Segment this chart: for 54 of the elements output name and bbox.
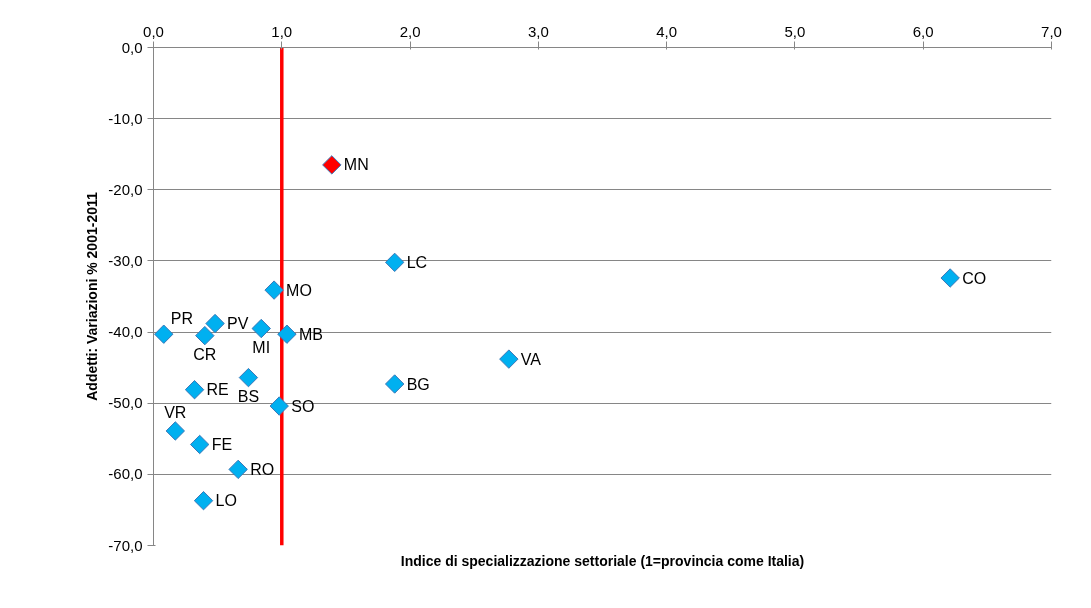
point: [499, 349, 519, 369]
annotation: LC: [406, 253, 428, 271]
annotation: VR: [164, 403, 187, 421]
annotation: BG: [406, 375, 430, 393]
point: [264, 280, 284, 300]
x-tick-label: 2,0: [399, 22, 421, 40]
point: [165, 421, 185, 441]
annotation: LO: [215, 492, 237, 510]
point: [184, 380, 205, 400]
annotation: FE: [211, 435, 233, 453]
annotation: MI: [252, 338, 271, 356]
point: [277, 324, 297, 344]
annotation: CR: [193, 345, 217, 363]
point: [195, 325, 215, 346]
annotation: SO: [291, 397, 315, 415]
annotation: VA: [520, 350, 542, 368]
x-tick-label: 5,0: [784, 22, 806, 40]
annotation: MN: [343, 156, 369, 174]
y-tick-label: -40,0: [108, 323, 143, 341]
x-tick-label: 4,0: [656, 22, 678, 40]
point: [238, 367, 259, 388]
y-tick-label: -70,0: [108, 536, 143, 554]
point: [228, 459, 248, 480]
point: [251, 318, 271, 339]
y-tick-label: -10,0: [108, 109, 143, 127]
annotation: PR: [170, 310, 193, 328]
y-axis-title: Addetti: Variazioni % 2001-2011: [84, 192, 101, 401]
point: [154, 324, 174, 344]
x-tick-label: 3,0: [527, 22, 549, 40]
annotation: RO: [250, 460, 275, 478]
point: [384, 252, 405, 273]
point: [384, 374, 405, 394]
point: [269, 396, 289, 416]
x-tick-label: 6,0: [912, 22, 934, 40]
point: [205, 313, 225, 334]
point: [322, 155, 342, 175]
annotation: BS: [237, 387, 260, 405]
y-tick-label: 0,0: [121, 38, 143, 56]
annotation: PV: [227, 315, 249, 333]
x-tick-label: 0,0: [143, 22, 164, 40]
point: [940, 268, 960, 288]
annotation: MO: [286, 281, 312, 299]
y-tick-label: -50,0: [108, 394, 143, 412]
y-tick-label: -20,0: [108, 180, 143, 198]
y-tick-label: -60,0: [108, 465, 143, 483]
x-tick-label: 1,0: [271, 22, 293, 40]
annotation: MB: [298, 325, 323, 343]
point: [193, 490, 214, 511]
annotation: RE: [206, 381, 229, 399]
x-axis-title: Indice di specializzazione settoriale (1=provincia come Italia): [400, 552, 805, 569]
x-tick-label: 7,0: [1041, 22, 1062, 40]
annotation: CO: [962, 269, 987, 287]
y-tick-label: -30,0: [108, 251, 143, 269]
point: [189, 434, 210, 455]
